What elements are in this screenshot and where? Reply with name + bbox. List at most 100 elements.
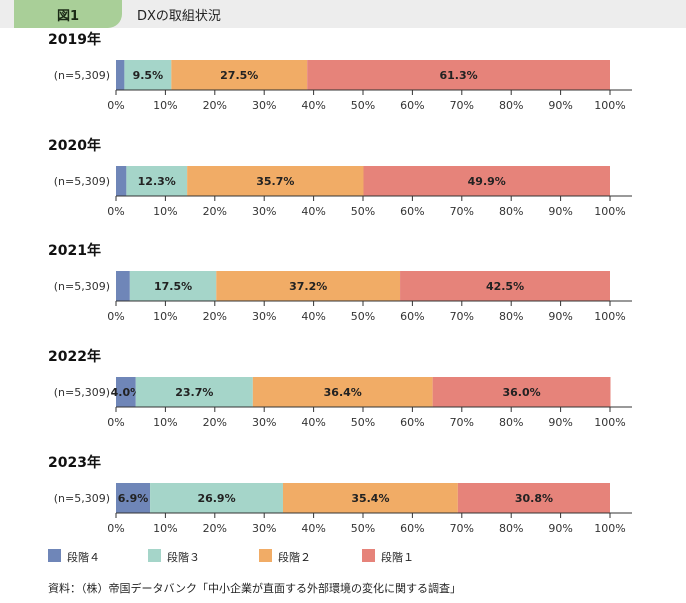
bar-segment (363, 166, 610, 196)
x-tick-label: 70% (450, 416, 474, 429)
x-tick-label: 70% (450, 522, 474, 535)
x-tick-label: 80% (499, 310, 523, 323)
x-tick-label: 80% (499, 522, 523, 535)
data-label: 30.8% (515, 492, 553, 505)
legend-swatch (48, 549, 61, 562)
x-tick-label: 0% (107, 416, 124, 429)
x-tick-label: 30% (252, 416, 276, 429)
data-label: 23.7% (175, 386, 213, 399)
data-label: 27.5% (220, 69, 258, 82)
x-tick-label: 60% (400, 522, 424, 535)
bar-segment (216, 271, 401, 301)
panel-n-label: (n=5,309) (54, 280, 110, 293)
x-tick-label: 20% (203, 416, 227, 429)
bar-segment (171, 60, 308, 90)
bar-segment (150, 483, 283, 513)
bar-segment (116, 60, 125, 90)
x-tick-label: 20% (203, 99, 227, 112)
bar-segment (129, 271, 217, 301)
data-label: 49.9% (468, 175, 506, 188)
x-tick-label: 60% (400, 205, 424, 218)
x-tick-label: 0% (107, 99, 124, 112)
x-tick-label: 40% (301, 99, 325, 112)
x-tick-label: 100% (594, 99, 625, 112)
panel-n-label: (n=5,309) (54, 175, 110, 188)
x-tick-label: 50% (351, 99, 375, 112)
legend-label: 段階２ (278, 550, 311, 564)
x-tick-label: 60% (400, 416, 424, 429)
x-tick-label: 90% (548, 205, 572, 218)
data-label: 26.9% (197, 492, 235, 505)
bar-segment (126, 166, 188, 196)
panel-n-label: (n=5,309) (54, 69, 110, 82)
panel-year-label: 2020年 (48, 137, 101, 154)
panel-n-label: (n=5,309) (54, 386, 110, 399)
x-tick-label: 50% (351, 310, 375, 323)
data-label: 12.3% (138, 175, 176, 188)
x-tick-label: 10% (153, 310, 177, 323)
x-tick-label: 10% (153, 99, 177, 112)
x-tick-label: 30% (252, 522, 276, 535)
figure-title: DXの取組状況 (137, 8, 221, 24)
bar-segment (432, 377, 611, 407)
x-tick-label: 90% (548, 416, 572, 429)
x-tick-label: 10% (153, 205, 177, 218)
x-tick-label: 50% (351, 205, 375, 218)
x-tick-label: 30% (252, 205, 276, 218)
legend-swatch (362, 549, 375, 562)
x-tick-label: 100% (594, 205, 625, 218)
x-tick-label: 40% (301, 522, 325, 535)
bar-segment (124, 60, 172, 90)
x-tick-label: 100% (594, 522, 625, 535)
x-tick-label: 40% (301, 310, 325, 323)
x-tick-label: 10% (153, 522, 177, 535)
x-tick-label: 70% (450, 310, 474, 323)
bar-segment (116, 166, 127, 196)
x-tick-label: 20% (203, 205, 227, 218)
bar-segment (400, 271, 610, 301)
data-label: 35.7% (256, 175, 294, 188)
x-tick-label: 30% (252, 310, 276, 323)
bar-segment (457, 483, 610, 513)
source-note: 資料：（株）帝国データバンク「中小企業が直面する外部環境の変化に関する調査」 (48, 582, 462, 595)
x-tick-label: 60% (400, 99, 424, 112)
panel-year-label: 2021年 (48, 242, 101, 259)
x-tick-label: 30% (252, 99, 276, 112)
bar-segment (116, 483, 151, 513)
x-tick-label: 80% (499, 205, 523, 218)
legend-swatch (259, 549, 272, 562)
x-tick-label: 20% (203, 310, 227, 323)
bar-segment (116, 377, 136, 407)
x-tick-label: 90% (548, 310, 572, 323)
data-label: 36.4% (324, 386, 362, 399)
bar-segment (282, 483, 458, 513)
legend-label: 段階３ (167, 550, 200, 564)
data-label: 17.5% (154, 280, 192, 293)
data-label: 6.9% (118, 492, 149, 505)
x-tick-label: 0% (107, 205, 124, 218)
x-tick-label: 80% (499, 416, 523, 429)
x-tick-label: 40% (301, 416, 325, 429)
x-tick-label: 100% (594, 416, 625, 429)
panel-n-label: (n=5,309) (54, 492, 110, 505)
x-tick-label: 20% (203, 522, 227, 535)
panel-year-label: 2019年 (48, 31, 101, 48)
x-tick-label: 60% (400, 310, 424, 323)
data-label: 4.0% (111, 386, 142, 399)
figure-label: 図1 (14, 0, 122, 28)
x-tick-label: 50% (351, 522, 375, 535)
data-label: 37.2% (289, 280, 327, 293)
data-label: 42.5% (486, 280, 524, 293)
x-tick-label: 90% (548, 99, 572, 112)
legend-label: 段階１ (381, 550, 414, 564)
data-label: 35.4% (351, 492, 389, 505)
legend-swatch (148, 549, 161, 562)
panel-year-label: 2023年 (48, 454, 101, 471)
x-tick-label: 0% (107, 522, 124, 535)
bar-segment (116, 271, 130, 301)
data-label: 9.5% (133, 69, 164, 82)
bar-segment (252, 377, 433, 407)
figure-header: 図1 DXの取組状況 (0, 0, 686, 28)
data-label: 36.0% (502, 386, 540, 399)
x-tick-label: 70% (450, 99, 474, 112)
